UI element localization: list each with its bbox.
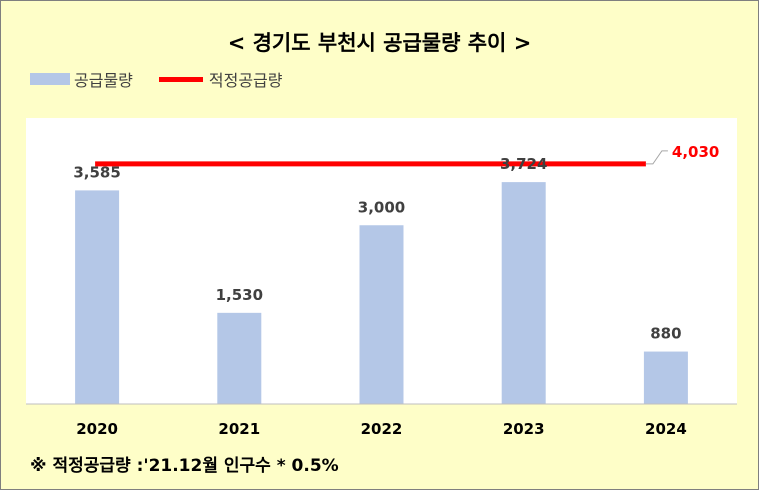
bar-2024 — [643, 351, 688, 404]
legend-bar-label: 공급물량 — [74, 71, 133, 90]
x-tick-label: 2020 — [76, 420, 118, 438]
bar-data-label: 3,724 — [500, 155, 547, 173]
bar-2023 — [501, 182, 546, 404]
bar-data-label: 3,585 — [73, 163, 120, 181]
legend-line-label: 적정공급량 — [208, 71, 283, 90]
bar-data-label: 1,530 — [216, 286, 263, 304]
legend-line-swatch — [158, 76, 203, 82]
x-tick-label: 2022 — [361, 420, 403, 438]
chart-title: < 경기도 부천시 공급물량 추이 > — [227, 31, 532, 55]
legend-item-bar: 공급물량 — [30, 67, 133, 91]
legend: 공급물량 적정공급량 — [30, 67, 309, 91]
x-tick-label: 2021 — [218, 420, 260, 438]
legend-item-line: 적정공급량 — [158, 67, 283, 91]
line-data-label: 4,030 — [672, 143, 719, 161]
x-tick-label: 2024 — [645, 420, 687, 438]
legend-bar-swatch — [30, 73, 70, 85]
bar-2020 — [75, 190, 120, 404]
footnote: ※ 적정공급량 :'21.12월 인구수 * 0.5% — [30, 456, 339, 476]
bar-data-label: 3,000 — [358, 198, 405, 216]
line-label-leader — [645, 150, 668, 165]
bar-data-label: 880 — [650, 325, 681, 343]
bar-2021 — [217, 312, 262, 404]
x-tick-label: 2023 — [503, 420, 545, 438]
bar-2022 — [359, 225, 404, 404]
